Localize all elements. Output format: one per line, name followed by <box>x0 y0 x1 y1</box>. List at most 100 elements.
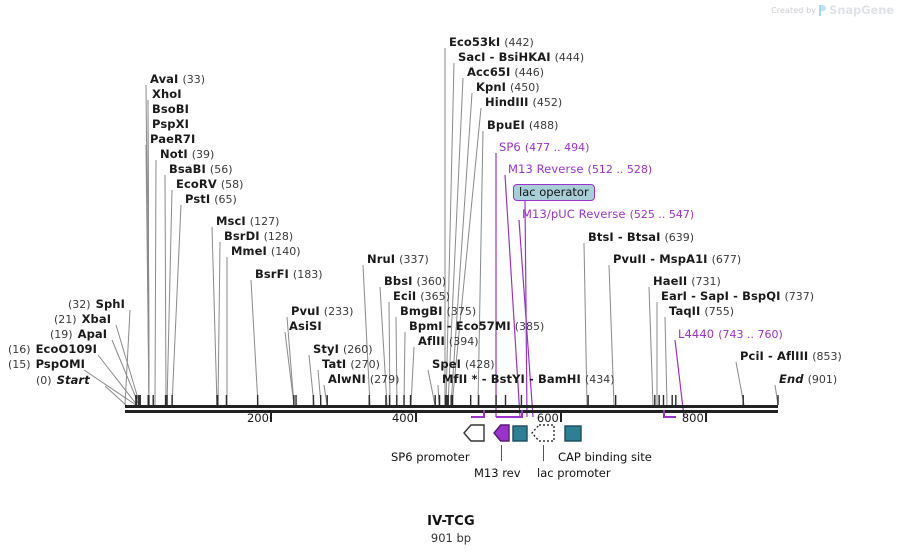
leader-line <box>317 369 322 406</box>
enzyme-name: SphI <box>95 297 125 311</box>
ruler-tick-label: 800 <box>681 411 704 425</box>
enzyme-label-eco53ki[interactable]: Eco53kI (442) <box>449 35 534 50</box>
enzyme-position: (337) <box>399 253 429 266</box>
enzyme-label-pspxi[interactable]: PspXI <box>152 117 189 131</box>
primer-label-sp6[interactable]: SP6 (477 .. 494) <box>499 140 589 155</box>
enzyme-label-eari-sapi-bspqi[interactable]: EarI - SapI - BspQI (737) <box>661 289 814 304</box>
leader-line <box>147 114 150 406</box>
enzyme-name: PaeR7I <box>150 132 196 146</box>
enzyme-label-pcii-afliii[interactable]: PciI - AflIII (853) <box>740 349 842 364</box>
enzyme-label-pvuii-mspa1i[interactable]: PvuII - MspA1I (677) <box>613 252 741 267</box>
enzyme-label-0[interactable]: (0) Start <box>36 373 90 388</box>
enzyme-position: (32) <box>68 298 91 311</box>
enzyme-label-saci-bsihkai[interactable]: SacI - BsiHKAI (444) <box>458 50 584 65</box>
primer-name: SP6 <box>499 140 521 154</box>
enzyme-name: BsrDI <box>224 229 260 243</box>
lac-operator-badge[interactable]: lac operator <box>513 184 595 201</box>
enzyme-label-asisi[interactable]: AsiSI <box>289 319 322 333</box>
ruler-tick-label: 400 <box>391 411 414 425</box>
leader-line <box>104 385 127 406</box>
feature-glyph-sp6-promoter[interactable] <box>463 422 485 448</box>
leader-line <box>774 384 779 406</box>
enzyme-label-bbsi[interactable]: BbsI (360) <box>384 274 446 289</box>
primer-label-l4440[interactable]: L4440 (743 .. 760) <box>678 327 783 342</box>
enzyme-name: SpeI <box>432 357 461 371</box>
enzyme-label-bsobi[interactable]: BsoBI <box>152 102 189 116</box>
primer-label-m13-reverse[interactable]: M13 Reverse (512 .. 528) <box>508 162 652 177</box>
enzyme-label-avai[interactable]: AvaI (33) <box>150 72 205 87</box>
enzyme-name: EciI <box>393 289 417 303</box>
enzyme-label-bsabi[interactable]: BsaBI (56) <box>169 162 233 177</box>
enzyme-name: MfII * - BstYI - BamHI <box>442 372 581 386</box>
backbone-line-top <box>125 405 778 408</box>
enzyme-label-paer7i[interactable]: PaeR7I <box>150 132 195 146</box>
enzyme-label-bsrdi[interactable]: BsrDI (128) <box>224 229 293 244</box>
enzyme-label-mfii-bstyi-bamhi[interactable]: MfII * - BstYI - BamHI (434) <box>442 372 615 387</box>
enzyme-name: PstI <box>185 192 211 206</box>
enzyme-label-psti[interactable]: PstI (65) <box>185 192 237 207</box>
feature-glyph-m13-rev[interactable] <box>493 422 510 448</box>
leader-line <box>217 241 221 406</box>
primer-range: (512 .. 528) <box>587 163 653 176</box>
enzyme-label-19[interactable]: (19) ApaI <box>50 327 107 342</box>
enzyme-label-21[interactable]: (21) XbaI <box>54 312 111 327</box>
feature-glyph-lac-promoter[interactable] <box>531 422 555 448</box>
enzyme-label-msci[interactable]: MscI (127) <box>216 214 279 229</box>
leader-line <box>445 62 455 406</box>
leader-line <box>735 361 745 406</box>
enzyme-name: XhoI <box>152 87 182 101</box>
enzyme-name: End <box>779 372 804 386</box>
enzyme-label-tati[interactable]: TatI (270) <box>322 357 380 372</box>
enzyme-label-taqii[interactable]: TaqII (755) <box>669 304 734 319</box>
enzyme-name: BsaBI <box>169 162 206 176</box>
enzyme-label-bmgbi[interactable]: BmgBI (375) <box>400 304 476 319</box>
enzyme-label-15[interactable]: (15) PspOMI <box>8 357 85 372</box>
enzyme-label-acc65i[interactable]: Acc65I (446) <box>467 65 544 80</box>
feature-shape <box>512 425 528 442</box>
ruler-tick <box>559 413 562 422</box>
enzyme-position: (270) <box>350 358 380 371</box>
enzyme-label-styi[interactable]: StyI (260) <box>313 342 373 357</box>
primer-range: (743 .. 760) <box>718 328 783 341</box>
enzyme-position: (140) <box>270 245 301 258</box>
enzyme-position: (901) <box>807 373 838 386</box>
enzyme-position: (128) <box>263 230 294 243</box>
leader-line <box>395 316 398 406</box>
enzyme-label-pvui[interactable]: PvuI (233) <box>291 304 353 319</box>
enzyme-position: (394) <box>448 335 479 348</box>
enzyme-label-noti[interactable]: NotI (39) <box>160 147 214 162</box>
enzyme-label-ecii[interactable]: EciI (365) <box>393 289 450 304</box>
enzyme-label-end[interactable]: End (901) <box>779 372 837 387</box>
primer-bar-cap <box>521 410 524 418</box>
enzyme-name: PvuII - MspA1I <box>613 252 708 266</box>
enzyme-label-nrui[interactable]: NruI (337) <box>367 252 429 267</box>
enzyme-label-32[interactable]: (32) SphI <box>68 297 125 312</box>
enzyme-label-ecorv[interactable]: EcoRV (58) <box>176 177 243 192</box>
enzyme-name: XbaI <box>81 312 112 326</box>
leader-line <box>250 279 259 406</box>
enzyme-position: (21) <box>54 313 77 326</box>
primer-label-m13-puc-reverse[interactable]: M13/pUC Reverse (525 .. 547) <box>522 207 694 222</box>
enzyme-name: TaqII <box>669 304 701 318</box>
enzyme-label-kpni[interactable]: KpnI (450) <box>476 80 540 95</box>
enzyme-name: StyI <box>313 342 339 356</box>
enzyme-label-bsrfi[interactable]: BsrFI (183) <box>255 267 323 282</box>
feature-glyph-cap-binding-site[interactable] <box>564 422 582 448</box>
enzyme-label-bpuei[interactable]: BpuEI (488) <box>487 118 558 133</box>
ruler-tick-label: 200 <box>246 411 269 425</box>
enzyme-label-btsi-btsai[interactable]: BtsI - BtsaI (639) <box>588 230 694 245</box>
feature-shape <box>564 425 582 442</box>
enzyme-label-16[interactable]: (16) EcoO109I <box>8 342 97 357</box>
enzyme-label-mmei[interactable]: MmeI (140) <box>231 244 301 259</box>
enzyme-position: (360) <box>416 275 447 288</box>
feature-glyph-segment-2[interactable] <box>512 422 528 448</box>
enzyme-label-bpmi-eco57mi[interactable]: BpmI - Eco57MI (385) <box>409 319 544 334</box>
enzyme-label-alwni[interactable]: AlwNI (279) <box>328 372 399 387</box>
snapgene-watermark: Created by SnapGene <box>771 3 894 17</box>
enzyme-position: (0) <box>36 374 52 387</box>
enzyme-label-haeii[interactable]: HaeII (731) <box>653 274 721 289</box>
enzyme-label-spei[interactable]: SpeI (428) <box>432 357 495 372</box>
enzyme-label-hindiii[interactable]: HindIII (452) <box>485 95 562 110</box>
enzyme-label-aflii[interactable]: AflII (394) <box>418 334 479 349</box>
enzyme-label-xhoi[interactable]: XhoI <box>152 87 182 101</box>
